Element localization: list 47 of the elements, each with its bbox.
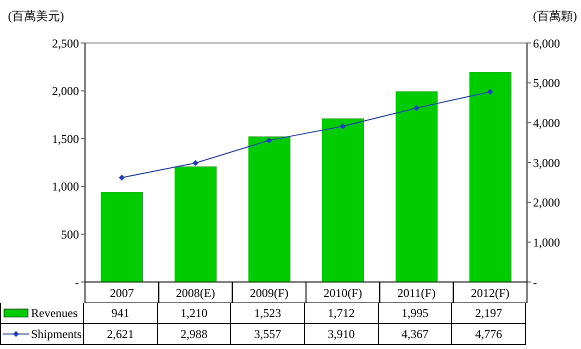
- data-label: 941: [84, 303, 158, 324]
- bar: [174, 166, 217, 282]
- legend-label: Shipments: [31, 326, 82, 342]
- bar: [396, 91, 438, 282]
- x-tick-label: 2012(F): [470, 286, 510, 300]
- data-label: 1,523: [231, 303, 305, 324]
- y-tick-label: -: [75, 275, 79, 290]
- point: [118, 174, 125, 181]
- y2-tick-label: 3,000: [533, 156, 560, 170]
- point: [340, 123, 346, 130]
- x-tick-label: 2008(E): [176, 286, 216, 300]
- bar: [248, 136, 290, 282]
- point: [487, 88, 494, 95]
- x-tick-label: 2011(F): [397, 286, 436, 300]
- y-tick-label: 2,000: [52, 84, 79, 98]
- x-tick-label: 2010(F): [323, 286, 362, 300]
- y2-axis-title: (百萬顆): [533, 8, 577, 25]
- legend-label: Revenues: [31, 306, 78, 320]
- point: [414, 105, 420, 112]
- x-tick-label: 2009(F): [250, 286, 289, 300]
- data-label: 4,776: [452, 324, 526, 345]
- point: [192, 160, 198, 166]
- data-label: 2,988: [158, 324, 232, 345]
- y2-tick-label: -: [533, 275, 537, 290]
- y-tick-label: 2,500: [52, 36, 79, 50]
- y2-tick-label: 6,000: [533, 36, 560, 50]
- bar: [101, 192, 143, 282]
- y2-tick-label: 4,000: [533, 116, 560, 130]
- data-label: 1,712: [304, 303, 379, 324]
- bar: [322, 118, 364, 282]
- data-label: 1,995: [378, 303, 452, 324]
- data-label: 2,197: [452, 303, 526, 324]
- y2-tick-label: 1,000: [533, 235, 560, 250]
- y-tick-label: 1,500: [52, 132, 79, 146]
- y-tick-label: 1,000: [52, 180, 79, 194]
- x-tick-label: 2007: [110, 286, 134, 300]
- y-axis-title: (百萬美元): [8, 8, 64, 25]
- data-label: 4,367: [378, 324, 452, 345]
- y-tick-label: 500: [61, 227, 79, 242]
- bar: [469, 72, 512, 282]
- data-label: 2,621: [84, 324, 158, 345]
- point: [266, 137, 272, 144]
- y2-tick-label: 2,000: [533, 196, 560, 210]
- data-label: 3,557: [231, 324, 305, 345]
- data-label: 3,910: [304, 324, 379, 345]
- data-label: 1,210: [158, 303, 232, 324]
- y2-tick-label: 5,000: [533, 76, 560, 90]
